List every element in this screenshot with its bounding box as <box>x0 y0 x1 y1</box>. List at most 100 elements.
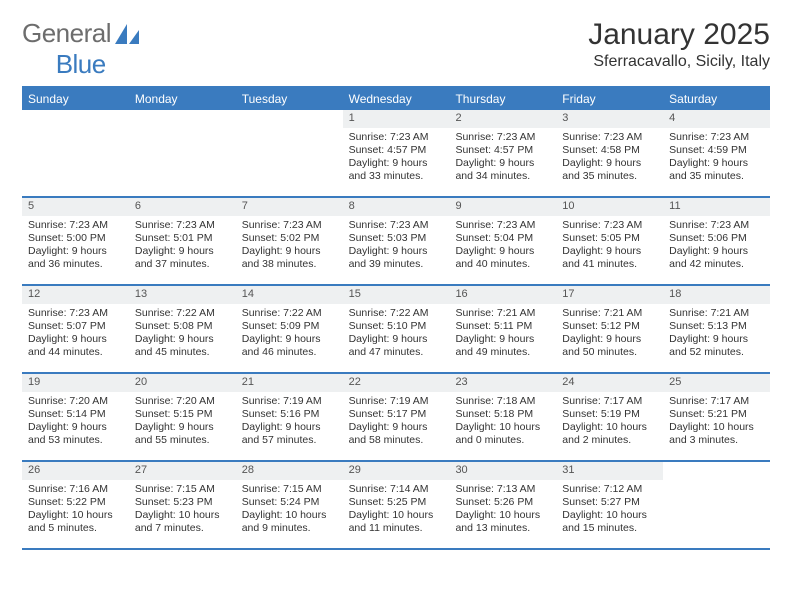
dow-wednesday: Wednesday <box>343 88 450 110</box>
day-line: and 50 minutes. <box>562 346 657 359</box>
day-line: and 2 minutes. <box>562 434 657 447</box>
day-line: Sunrise: 7:23 AM <box>242 219 337 232</box>
day-line: Sunrise: 7:22 AM <box>242 307 337 320</box>
calendar-page: General January 2025 Sferracavallo, Sici… <box>0 0 792 560</box>
day-line: Sunrise: 7:16 AM <box>28 483 123 496</box>
day-cell: 3Sunrise: 7:23 AMSunset: 4:58 PMDaylight… <box>556 110 663 196</box>
day-line: and 36 minutes. <box>28 258 123 271</box>
day-line: Sunrise: 7:17 AM <box>562 395 657 408</box>
dow-friday: Friday <box>556 88 663 110</box>
day-number: 10 <box>556 198 663 216</box>
day-line: Daylight: 10 hours <box>242 509 337 522</box>
day-number: 21 <box>236 374 343 392</box>
day-number: 30 <box>449 462 556 480</box>
day-cell <box>663 462 770 548</box>
day-cell: 9Sunrise: 7:23 AMSunset: 5:04 PMDaylight… <box>449 198 556 284</box>
day-line: Daylight: 9 hours <box>455 245 550 258</box>
day-line: Sunset: 5:02 PM <box>242 232 337 245</box>
day-line: Daylight: 9 hours <box>349 333 444 346</box>
day-body: Sunrise: 7:23 AMSunset: 5:06 PMDaylight:… <box>663 216 770 277</box>
day-line: Sunset: 5:16 PM <box>242 408 337 421</box>
day-cell: 11Sunrise: 7:23 AMSunset: 5:06 PMDayligh… <box>663 198 770 284</box>
day-line: Daylight: 9 hours <box>28 245 123 258</box>
day-line: Sunrise: 7:14 AM <box>349 483 444 496</box>
day-line: Sunset: 5:19 PM <box>562 408 657 421</box>
day-body: Sunrise: 7:17 AMSunset: 5:21 PMDaylight:… <box>663 392 770 453</box>
day-body: Sunrise: 7:19 AMSunset: 5:17 PMDaylight:… <box>343 392 450 453</box>
day-line: Daylight: 9 hours <box>562 157 657 170</box>
day-cell: 7Sunrise: 7:23 AMSunset: 5:02 PMDaylight… <box>236 198 343 284</box>
month-title: January 2025 <box>588 18 770 51</box>
day-line: Sunrise: 7:18 AM <box>455 395 550 408</box>
day-cell: 6Sunrise: 7:23 AMSunset: 5:01 PMDaylight… <box>129 198 236 284</box>
day-line: Daylight: 10 hours <box>562 421 657 434</box>
day-body: Sunrise: 7:22 AMSunset: 5:08 PMDaylight:… <box>129 304 236 365</box>
day-line: Daylight: 10 hours <box>349 509 444 522</box>
day-line: Daylight: 9 hours <box>349 157 444 170</box>
day-line: Sunset: 5:24 PM <box>242 496 337 509</box>
day-body: Sunrise: 7:13 AMSunset: 5:26 PMDaylight:… <box>449 480 556 541</box>
day-line: Daylight: 9 hours <box>455 333 550 346</box>
day-line: Daylight: 9 hours <box>135 421 230 434</box>
calendar-grid: Sunday Monday Tuesday Wednesday Thursday… <box>22 86 770 550</box>
day-line: Sunrise: 7:23 AM <box>562 219 657 232</box>
day-line: Sunset: 5:18 PM <box>455 408 550 421</box>
day-number: 17 <box>556 286 663 304</box>
day-line: and 15 minutes. <box>562 522 657 535</box>
day-number: 6 <box>129 198 236 216</box>
day-cell: 16 Sunrise: 7:21 AMSunset: 5:11 PMDayligh… <box>449 286 556 372</box>
day-number: 19 <box>22 374 129 392</box>
day-line: Sunset: 4:57 PM <box>349 144 444 157</box>
day-body: Sunrise: 7:23 AMSunset: 5:00 PMDaylight:… <box>22 216 129 277</box>
location-text: Sferracavallo, Sicily, Italy <box>588 53 770 71</box>
day-line: and 38 minutes. <box>242 258 337 271</box>
day-line: Sunset: 5:26 PM <box>455 496 550 509</box>
day-line: and 46 minutes. <box>242 346 337 359</box>
day-body: Sunrise: 7:20 AMSunset: 5:14 PMDaylight:… <box>22 392 129 453</box>
day-line: Sunrise: 7:23 AM <box>349 219 444 232</box>
day-line: Sunrise: 7:15 AM <box>242 483 337 496</box>
day-cell: 4Sunrise: 7:23 AMSunset: 4:59 PMDaylight… <box>663 110 770 196</box>
day-line: and 55 minutes. <box>135 434 230 447</box>
day-cell: 13Sunrise: 7:22 AMSunset: 5:08 PMDayligh… <box>129 286 236 372</box>
day-line: Sunset: 5:12 PM <box>562 320 657 333</box>
day-cell: 30Sunrise: 7:13 AMSunset: 5:26 PMDayligh… <box>449 462 556 548</box>
day-body: Sunrise: 7:15 AMSunset: 5:24 PMDaylight:… <box>236 480 343 541</box>
day-line: Daylight: 9 hours <box>562 333 657 346</box>
day-line: Sunset: 5:04 PM <box>455 232 550 245</box>
day-body: Sunrise: 7:23 AMSunset: 5:05 PMDaylight:… <box>556 216 663 277</box>
day-number: 16 <box>449 286 556 304</box>
day-line: Sunset: 5:23 PM <box>135 496 230 509</box>
day-line: Sunset: 5:15 PM <box>135 408 230 421</box>
day-number: 18 <box>663 286 770 304</box>
day-number: 26 <box>22 462 129 480</box>
day-line: and 35 minutes. <box>562 170 657 183</box>
day-line: Sunrise: 7:13 AM <box>455 483 550 496</box>
day-line: Daylight: 10 hours <box>135 509 230 522</box>
day-line: Sunrise: 7:21 AM <box>669 307 764 320</box>
day-line: Sunset: 5:11 PM <box>455 320 550 333</box>
day-cell: 10Sunrise: 7:23 AMSunset: 5:05 PMDayligh… <box>556 198 663 284</box>
day-line: Daylight: 9 hours <box>135 245 230 258</box>
day-line: Sunrise: 7:21 AM <box>455 307 550 320</box>
logo-sail-icon <box>113 22 141 46</box>
day-line: and 52 minutes. <box>669 346 764 359</box>
day-body: Sunrise: 7:20 AMSunset: 5:15 PMDaylight:… <box>129 392 236 453</box>
day-number: 29 <box>343 462 450 480</box>
day-number: 28 <box>236 462 343 480</box>
day-cell: 27Sunrise: 7:15 AMSunset: 5:23 PMDayligh… <box>129 462 236 548</box>
week-row: 19Sunrise: 7:20 AMSunset: 5:14 PMDayligh… <box>22 374 770 462</box>
day-line: Daylight: 9 hours <box>669 157 764 170</box>
day-cell: 28Sunrise: 7:15 AMSunset: 5:24 PMDayligh… <box>236 462 343 548</box>
day-line: and 5 minutes. <box>28 522 123 535</box>
weeks-container: 1Sunrise: 7:23 AMSunset: 4:57 PMDaylight… <box>22 110 770 550</box>
day-line: Daylight: 10 hours <box>28 509 123 522</box>
day-body: Sunrise: 7:21 AMSunset: 5:13 PMDaylight:… <box>663 304 770 365</box>
day-number: 23 <box>449 374 556 392</box>
day-body: Sunrise: 7:22 AMSunset: 5:10 PMDaylight:… <box>343 304 450 365</box>
day-number: 2 <box>449 110 556 128</box>
day-line: Sunrise: 7:23 AM <box>455 219 550 232</box>
day-cell: 2Sunrise: 7:23 AMSunset: 4:57 PMDaylight… <box>449 110 556 196</box>
day-line: Daylight: 9 hours <box>28 333 123 346</box>
day-cell: 26Sunrise: 7:16 AMSunset: 5:22 PMDayligh… <box>22 462 129 548</box>
